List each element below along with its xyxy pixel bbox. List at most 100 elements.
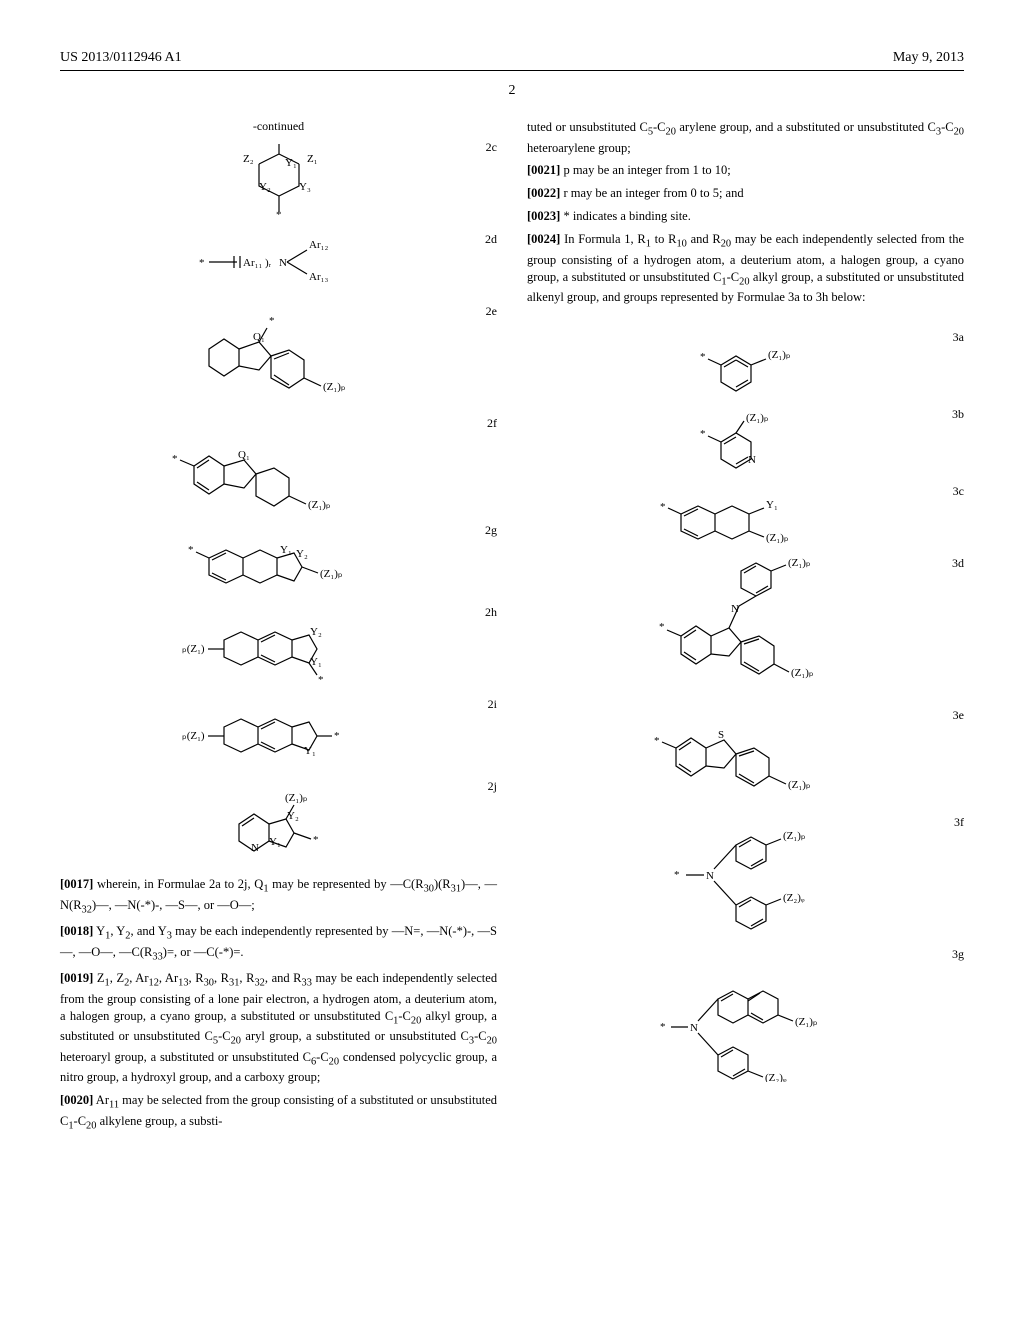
svg-text:(Z₁)ₚ: (Z₁)ₚ xyxy=(320,568,343,580)
svg-text:Y₁: Y₁ xyxy=(766,499,778,511)
para-num: [0022] xyxy=(527,186,560,200)
formula-2h: 2h ₚ(Z₁) Y₂ Y₁ * xyxy=(60,605,497,685)
formula-3d: 3d xyxy=(527,556,964,696)
svg-text:(Z₁)ₚ: (Z₁)ₚ xyxy=(788,557,811,569)
formula-label-3g: 3g xyxy=(952,947,964,962)
para-0024: [0024] In Formula 1, R1 to R10 and R20 m… xyxy=(527,231,964,306)
formula-2j: 2j N Y₁ Y₂ (Z₁)ₚ * xyxy=(60,779,497,864)
para-text: Y1, Y2, and Y3 may be each independently… xyxy=(60,924,497,959)
para-num: [0017] xyxy=(60,877,93,891)
para-num: [0019] xyxy=(60,971,93,985)
svg-text:ₚ(Z₁): ₚ(Z₁) xyxy=(182,643,205,655)
formula-label-2g: 2g xyxy=(485,523,497,538)
svg-text:*: * xyxy=(700,351,706,363)
svg-text:Y₂: Y₂ xyxy=(259,181,271,193)
page-header: US 2013/0112946 A1 May 9, 2013 xyxy=(60,50,964,71)
para-text: r may be an integer from 0 to 5; and xyxy=(563,186,743,200)
formula-label-3c: 3c xyxy=(953,484,964,499)
chem-structure-2f-icon: Q₁ * (Z₁)ₚ xyxy=(164,416,394,511)
svg-text:*: * xyxy=(700,428,706,440)
para-num: [0024] xyxy=(527,232,560,246)
svg-text:Y₂: Y₂ xyxy=(310,626,322,638)
para-num: [0020] xyxy=(60,1093,93,1107)
svg-text:Y₁: Y₁ xyxy=(304,745,316,757)
formula-2f: 2f Q₁ * (Z₁)ₚ xyxy=(60,416,497,511)
right-column: tuted or unsubstituted C5-C20 arylene gr… xyxy=(527,119,964,1139)
svg-text:(Z₁)ₚ: (Z₁)ₚ xyxy=(783,830,806,842)
svg-text:Ar₁₃: Ar₁₃ xyxy=(309,271,328,283)
svg-text:*: * xyxy=(334,730,340,742)
svg-text:Ar₁₂: Ar₁₂ xyxy=(309,239,328,251)
svg-text:(Z₁)ₚ: (Z₁)ₚ xyxy=(323,381,346,393)
svg-text:(Z₁)ₚ: (Z₁)ₚ xyxy=(795,1016,818,1028)
formula-3g: 3g xyxy=(527,947,964,1082)
formula-2i: 2i ₚ(Z₁) Y₁ * xyxy=(60,697,497,767)
svg-text:N: N xyxy=(279,257,287,269)
svg-text:*: * xyxy=(659,621,665,633)
para-num: [0021] xyxy=(527,163,560,177)
publication-number: US 2013/0112946 A1 xyxy=(60,50,182,66)
svg-text:*: * xyxy=(188,544,194,556)
svg-text:(Z₁)ₚ: (Z₁)ₚ xyxy=(766,532,789,544)
para-text: * indicates a binding site. xyxy=(563,209,690,223)
svg-text:*: * xyxy=(660,1021,666,1033)
svg-text:*: * xyxy=(199,257,205,269)
formula-label-3e: 3e xyxy=(953,708,964,723)
para-0019: [0019] Z1, Z2, Ar12, Ar13, R30, R31, R32… xyxy=(60,970,497,1086)
formula-3f: 3f * N xyxy=(527,815,964,935)
svg-text:N: N xyxy=(706,870,714,882)
para-continuation: tuted or unsubstituted C5-C20 arylene gr… xyxy=(527,119,964,156)
formula-3c: 3c * Y₁ (Z₁)ₚ xyxy=(527,484,964,544)
para-0022: [0022] r may be an integer from 0 to 5; … xyxy=(527,185,964,202)
chem-structure-3e-icon: S * (Z₁)ₚ xyxy=(636,708,856,803)
formula-label-2c: 2c xyxy=(486,140,497,155)
chem-structure-2g-icon: * Y₁ Y₂ (Z₁)ₚ xyxy=(174,523,384,593)
svg-text:*: * xyxy=(318,674,324,685)
formula-2c: 2c Z₂ Y₁ Z₁ Y₂ Y₃ * xyxy=(60,140,497,220)
chem-structure-3f-icon: * N (Z₁)ₚ (Z₂)ᵩ xyxy=(646,815,846,935)
svg-text:Y₁: Y₁ xyxy=(280,544,292,556)
svg-text:*: * xyxy=(313,834,319,846)
para-text: In Formula 1, R1 to R10 and R20 may be e… xyxy=(527,232,964,304)
formula-label-2j: 2j xyxy=(488,779,497,794)
formula-2d: 2d * Ar₁₁ )ᵣ N Ar₁₂ Ar₁₃ xyxy=(60,232,497,292)
chem-structure-3b-icon: * N (Z₁)ₚ xyxy=(666,407,826,472)
svg-text:Ar₁₁: Ar₁₁ xyxy=(243,257,262,269)
svg-text:(Z₁)ₚ: (Z₁)ₚ xyxy=(788,779,811,791)
svg-text:N: N xyxy=(690,1022,698,1034)
para-text: p may be an integer from 1 to 10; xyxy=(563,163,730,177)
para-0021: [0021] p may be an integer from 1 to 10; xyxy=(527,162,964,179)
formula-label-3f: 3f xyxy=(954,815,964,830)
svg-text:S: S xyxy=(718,729,724,741)
svg-text:Q₁: Q₁ xyxy=(238,449,250,461)
svg-text:N: N xyxy=(731,603,739,615)
para-text: Ar11 may be selected from the group cons… xyxy=(60,1093,497,1128)
svg-text:*: * xyxy=(674,869,680,881)
chem-structure-3a-icon: * (Z₁)ₚ xyxy=(666,330,826,395)
formula-label-2i: 2i xyxy=(488,697,497,712)
formula-2g: 2g * Y₁ Y₂ (Z₁)ₚ xyxy=(60,523,497,593)
svg-text:*: * xyxy=(660,501,666,513)
svg-text:*: * xyxy=(276,209,282,220)
svg-text:(Z₁)ₚ: (Z₁)ₚ xyxy=(285,792,308,804)
para-text: wherein, in Formulae 2a to 2j, Q1 may be… xyxy=(60,877,497,912)
chem-structure-2h-icon: ₚ(Z₁) Y₂ Y₁ * xyxy=(174,605,384,685)
svg-text:(Z₂)ᵩ: (Z₂)ᵩ xyxy=(783,892,805,904)
page-number: 2 xyxy=(60,83,964,99)
svg-text:(Z₁)ₚ: (Z₁)ₚ xyxy=(746,412,769,424)
svg-text:Z₂: Z₂ xyxy=(243,153,254,165)
svg-text:Y₁: Y₁ xyxy=(310,656,322,668)
svg-text:N: N xyxy=(748,454,756,466)
formula-3b: 3b * N (Z₁)ₚ xyxy=(527,407,964,472)
svg-text:Y₁: Y₁ xyxy=(285,157,297,169)
svg-text:Y₂: Y₂ xyxy=(296,548,308,560)
svg-text:Q₁: Q₁ xyxy=(253,331,265,343)
para-0018: [0018] Y1, Y2, and Y3 may be each indepe… xyxy=(60,923,497,964)
chem-structure-2c-icon: Z₂ Y₁ Z₁ Y₂ Y₃ * xyxy=(199,140,359,220)
svg-text:(Z₁)ₚ: (Z₁)ₚ xyxy=(768,349,791,361)
formula-label-2e: 2e xyxy=(486,304,497,319)
svg-text:(Z₁)ₚ: (Z₁)ₚ xyxy=(791,667,814,679)
chem-structure-2d-icon: * Ar₁₁ )ᵣ N Ar₁₂ Ar₁₃ xyxy=(179,232,379,292)
para-num: [0018] xyxy=(60,924,93,938)
svg-text:*: * xyxy=(269,315,275,327)
